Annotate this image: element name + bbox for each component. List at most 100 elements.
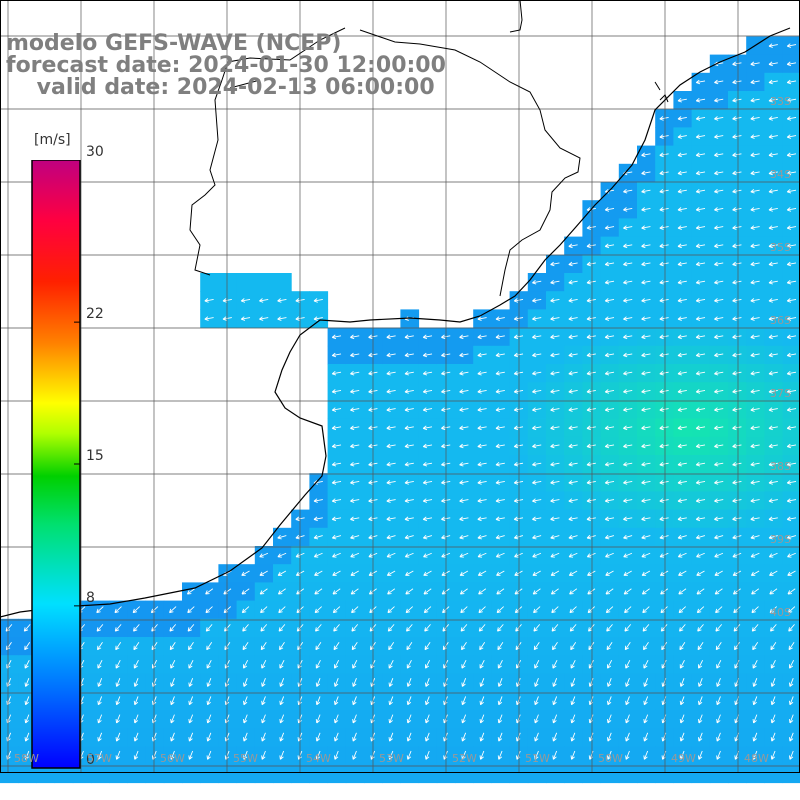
wind-arrow (606, 659, 613, 669)
wind-arrow (768, 134, 778, 139)
wind-cell (382, 618, 401, 638)
wind-arrow (679, 678, 685, 687)
wind-cell (309, 582, 329, 602)
wind-cell (527, 673, 547, 693)
wind-arrow (750, 79, 760, 85)
wind-cell (618, 546, 638, 565)
wind-cell (254, 764, 274, 784)
wind-cell (527, 564, 547, 583)
wind-arrow (623, 243, 633, 249)
wind-cell (764, 600, 784, 620)
wind-arrow (532, 498, 542, 503)
wind-cell (709, 691, 729, 711)
wind-cell (91, 637, 110, 656)
wind-arrow (423, 606, 432, 614)
wind-cell (382, 546, 401, 565)
wind-arrow (786, 461, 797, 467)
wind-cell (546, 709, 565, 729)
longitude-label: 57W (87, 752, 112, 765)
wind-cell (600, 600, 620, 620)
wind-cell (200, 655, 219, 674)
wind-arrow (405, 588, 414, 595)
wind-arrow (404, 352, 414, 358)
wind-arrow (623, 370, 633, 376)
wind-arrow (404, 443, 414, 449)
wind-arrow (204, 316, 214, 321)
wind-arrow (768, 152, 778, 158)
wind-arrow (679, 750, 685, 760)
wind-cell (746, 746, 765, 765)
wind-arrow (205, 624, 213, 632)
wind-arrow (532, 480, 542, 485)
wind-cell (618, 673, 638, 693)
wind-arrow (786, 298, 797, 303)
wind-arrow (224, 624, 231, 632)
wind-arrow (770, 732, 776, 742)
wind-cell (327, 564, 347, 583)
wind-arrow (659, 243, 669, 249)
wind-cell (728, 673, 747, 693)
wind-arrow (698, 714, 703, 724)
wind-arrow (170, 696, 175, 706)
wind-arrow (422, 461, 433, 467)
wind-cell (618, 600, 638, 620)
wind-cell (637, 600, 656, 620)
wind-cell (254, 582, 274, 602)
wind-cell (0, 637, 19, 656)
wind-cell (546, 600, 565, 620)
wind-arrow (115, 678, 121, 687)
wind-arrow (405, 606, 414, 614)
wind-arrow (714, 116, 724, 121)
wind-arrow (732, 552, 742, 558)
wind-arrow (570, 732, 576, 742)
wind-cell (600, 746, 620, 765)
wind-arrow (750, 134, 760, 139)
wind-arrow (786, 225, 797, 230)
wind-arrow (786, 425, 797, 431)
wind-arrow (768, 534, 778, 540)
wind-arrow (404, 552, 414, 558)
wind-arrow (606, 642, 613, 651)
wind-cell (546, 618, 565, 638)
wind-arrow (459, 407, 469, 412)
wind-arrow (604, 498, 615, 503)
wind-cell (655, 728, 674, 747)
wind-arrow (459, 352, 469, 358)
wind-arrow (714, 370, 724, 376)
wind-arrow (786, 261, 797, 267)
wind-arrow (695, 97, 706, 103)
wind-cell (345, 728, 365, 747)
wind-arrow (586, 389, 596, 394)
wind-cell (655, 600, 674, 620)
wind-arrow (586, 370, 596, 376)
wind-arrow (643, 714, 649, 724)
wind-arrow (588, 624, 595, 632)
wind-cell (145, 691, 165, 711)
wind-arrow (96, 606, 104, 614)
wind-arrow (206, 659, 212, 669)
wind-arrow (750, 97, 760, 103)
wind-cell (291, 582, 310, 602)
wind-arrow (206, 642, 213, 651)
wind-arrow (551, 606, 559, 614)
wind-cell (418, 655, 438, 674)
colorbar-unit: [m/s] (34, 132, 71, 148)
wind-arrow (625, 659, 631, 669)
wind-arrow (695, 261, 706, 267)
wind-cell (382, 655, 401, 674)
wind-arrow (115, 659, 121, 669)
wind-cell (564, 746, 583, 765)
wind-arrow (513, 334, 524, 340)
wind-cell (309, 709, 329, 729)
wind-arrow (786, 334, 797, 340)
latitude-label: 35S (770, 241, 791, 254)
wind-arrow (241, 570, 250, 576)
wind-cell (236, 564, 256, 583)
wind-arrow (331, 352, 342, 358)
wind-arrow (388, 696, 394, 706)
wind-arrow (352, 732, 357, 742)
wind-arrow (277, 298, 287, 303)
wind-cell (400, 728, 420, 747)
wind-arrow (604, 225, 615, 230)
wind-cell (455, 728, 474, 747)
